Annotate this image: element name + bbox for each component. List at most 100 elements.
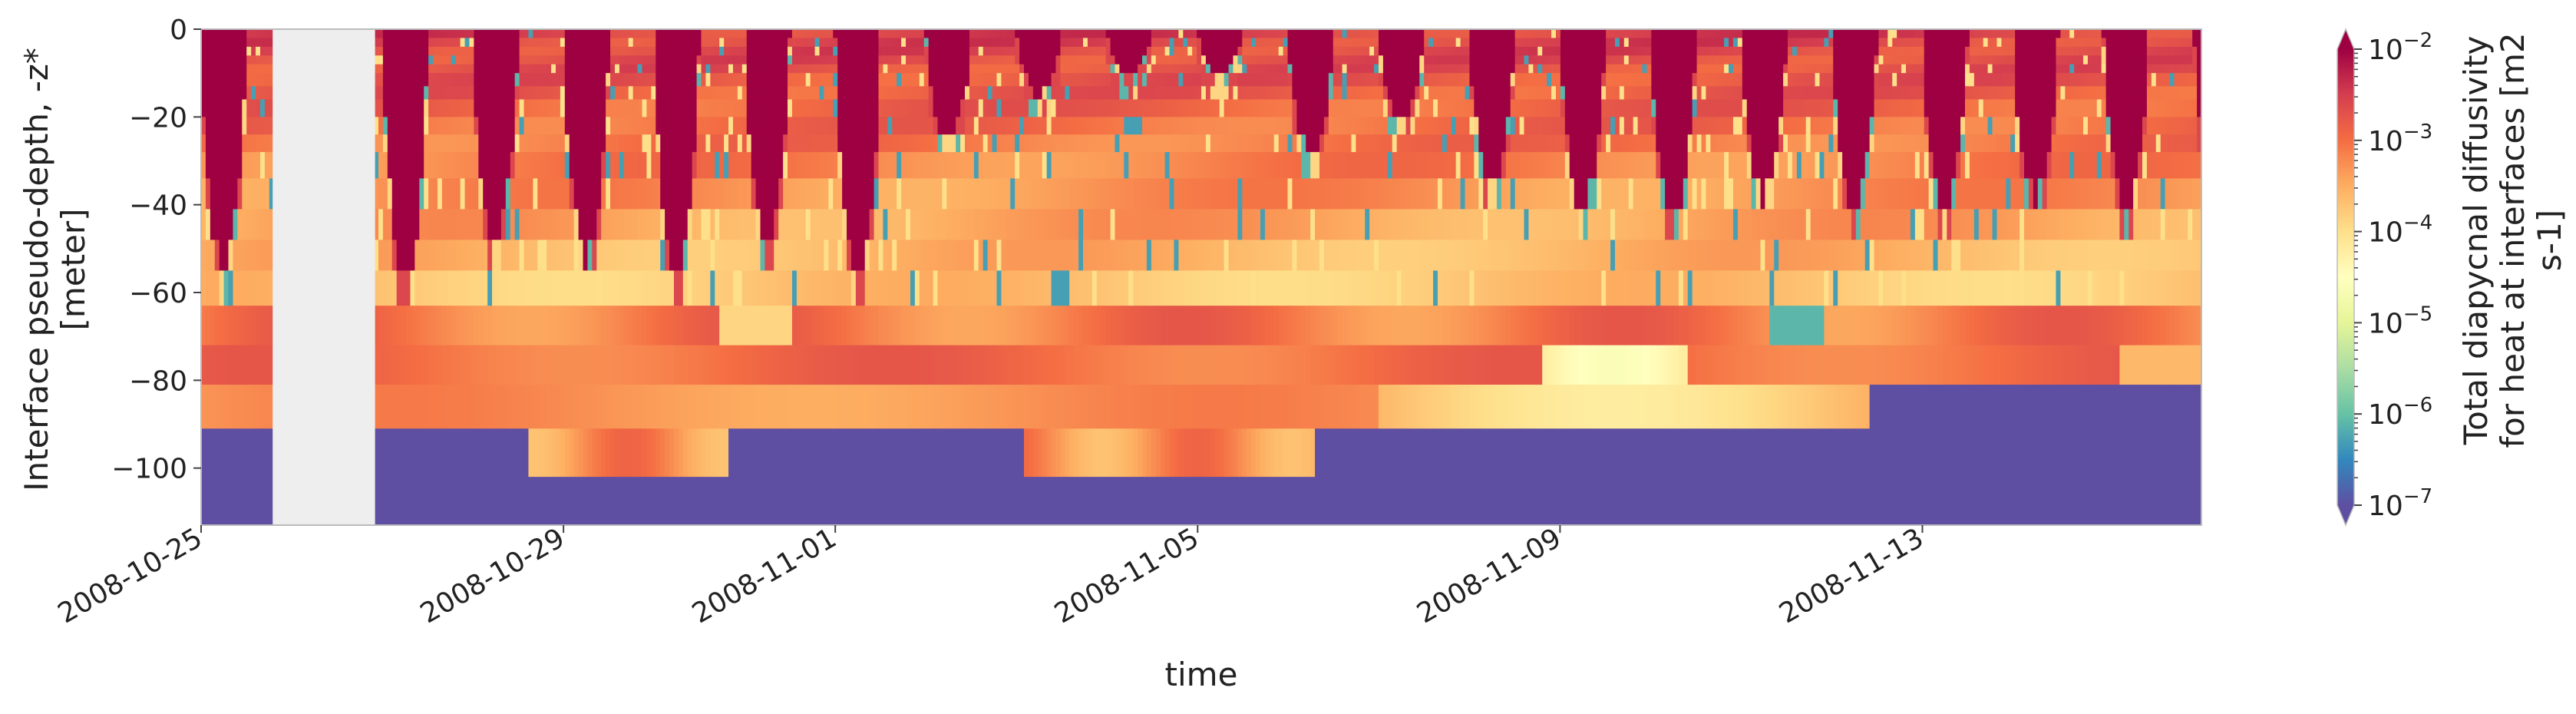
heatmap-cell	[382, 46, 388, 56]
heatmap-cell	[1091, 29, 1098, 39]
heatmap-cell	[956, 385, 961, 429]
heatmap-cell	[1155, 64, 1161, 74]
heatmap-cell	[500, 428, 507, 478]
heatmap-cell	[578, 209, 584, 241]
heatmap-cell	[564, 46, 570, 56]
heatmap-cell	[564, 38, 570, 48]
heatmap-cell	[1028, 29, 1034, 39]
heatmap-cell	[847, 306, 852, 346]
heatmap-cell	[251, 385, 256, 429]
heatmap-cell	[1096, 29, 1102, 39]
heatmap-cell	[374, 345, 379, 385]
heatmap-cell	[264, 99, 270, 117]
heatmap-cell	[774, 55, 779, 65]
heatmap-cell	[1083, 152, 1088, 179]
heatmap-cell	[1128, 64, 1134, 74]
heatmap-cell	[1187, 117, 1193, 135]
heatmap-cell	[487, 64, 493, 74]
heatmap-cell	[569, 385, 575, 429]
heatmap-cell	[1169, 73, 1175, 87]
heatmap-cell	[1260, 55, 1266, 65]
heatmap-cell	[824, 64, 829, 74]
heatmap-cell	[914, 38, 920, 48]
heatmap-cell	[1269, 55, 1275, 65]
heatmap-cell	[496, 428, 502, 478]
heatmap-cell	[391, 86, 398, 101]
heatmap-cell	[1197, 46, 1202, 56]
heatmap-cell	[391, 345, 398, 385]
heatmap-cell	[601, 345, 606, 385]
heatmap-cell	[451, 38, 457, 48]
heatmap-cell	[746, 345, 752, 385]
heatmap-cell	[1119, 86, 1125, 101]
heatmap-cell	[410, 385, 415, 429]
heatmap-cell	[869, 209, 875, 241]
heatmap-cell	[942, 428, 947, 478]
heatmap-cell	[1306, 29, 1311, 39]
heatmap-cell	[469, 428, 474, 478]
heatmap-cell	[783, 86, 788, 101]
heatmap-cell	[1192, 29, 1197, 39]
heatmap-cell	[1001, 38, 1006, 48]
heatmap-cell	[946, 477, 952, 526]
heatmap-cell	[933, 55, 939, 65]
heatmap-cell	[864, 99, 870, 117]
heatmap-cell	[801, 152, 807, 179]
heatmap-cell	[419, 46, 424, 56]
heatmap-cell	[1133, 55, 1138, 65]
heatmap-cell	[460, 209, 466, 241]
heatmap-cell	[233, 99, 238, 117]
heatmap-cell	[1078, 385, 1084, 429]
heatmap-cell	[1119, 64, 1125, 74]
heatmap-cell	[1055, 46, 1061, 56]
heatmap-cell	[1192, 64, 1197, 74]
heatmap-cell	[260, 73, 266, 87]
heatmap-cell	[1228, 240, 1234, 272]
heatmap-cell	[828, 306, 834, 346]
heatmap-cell	[433, 477, 438, 526]
heatmap-cell	[1219, 152, 1225, 179]
heatmap-cell	[965, 428, 970, 478]
heatmap-cell	[651, 428, 656, 478]
heatmap-cell	[1251, 270, 1257, 306]
heatmap-cell	[1032, 428, 1039, 478]
heatmap-cell	[433, 345, 438, 385]
heatmap-cell	[983, 178, 989, 210]
heatmap-cell	[1128, 73, 1134, 87]
heatmap-cell	[660, 99, 665, 117]
heatmap-cell	[623, 64, 629, 74]
heatmap-cell	[901, 270, 907, 306]
heatmap-cell	[500, 86, 507, 101]
heatmap-cell	[569, 306, 575, 346]
heatmap-cell	[864, 345, 870, 385]
heatmap-cell	[487, 428, 493, 478]
heatmap-cell	[874, 55, 880, 65]
heatmap-cell	[1078, 134, 1084, 153]
heatmap-cell	[201, 209, 206, 241]
heatmap-cell	[864, 306, 870, 346]
heatmap-cell	[1306, 86, 1311, 101]
heatmap-cell	[1001, 55, 1006, 65]
heatmap-cell	[583, 73, 589, 87]
heatmap-cell	[910, 117, 916, 135]
heatmap-cell	[441, 38, 447, 48]
heatmap-cell	[528, 209, 533, 241]
heatmap-cell	[1214, 134, 1220, 153]
heatmap-cell	[378, 73, 384, 87]
heatmap-cell	[264, 270, 270, 306]
heatmap-cell	[614, 178, 620, 210]
heatmap-cell	[969, 209, 975, 241]
heatmap-cell	[500, 134, 507, 153]
heatmap-cell	[833, 38, 838, 48]
heatmap-cell	[1269, 178, 1275, 210]
heatmap-cell	[1069, 73, 1075, 87]
heatmap-cell	[678, 46, 684, 56]
heatmap-cell	[805, 134, 811, 153]
heatmap-cell	[705, 38, 711, 48]
heatmap-cell	[228, 152, 234, 179]
heatmap-cell	[1174, 99, 1179, 117]
heatmap-cell	[1306, 270, 1311, 306]
heatmap-cell	[496, 385, 502, 429]
heatmap-cell	[578, 385, 584, 429]
heatmap-cell	[983, 428, 989, 478]
